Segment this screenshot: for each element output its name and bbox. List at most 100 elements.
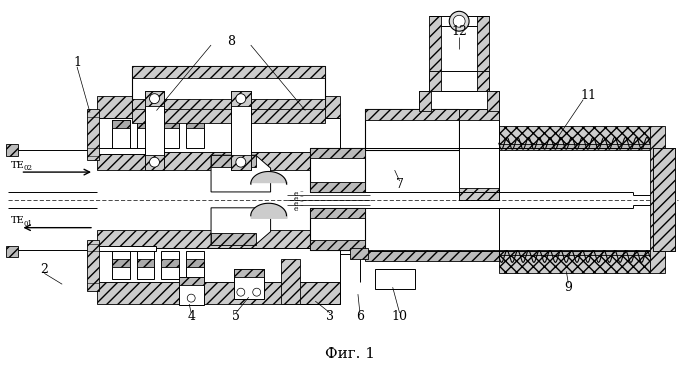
Text: 10: 10 — [391, 311, 408, 323]
Bar — [487, 91, 499, 110]
Bar — [231, 91, 251, 106]
Bar — [145, 91, 164, 106]
Text: 4: 4 — [187, 311, 195, 323]
Text: e: e — [294, 195, 298, 203]
Circle shape — [453, 15, 465, 27]
Bar — [161, 120, 180, 128]
Text: 3: 3 — [326, 311, 334, 323]
Bar — [280, 259, 301, 304]
Bar — [6, 245, 17, 258]
Text: 9: 9 — [564, 281, 572, 294]
Bar — [459, 109, 499, 120]
Polygon shape — [211, 208, 271, 245]
Bar — [429, 71, 489, 91]
Bar — [234, 269, 264, 299]
Bar — [459, 188, 499, 200]
Text: TE: TE — [10, 216, 24, 225]
Bar — [350, 248, 368, 259]
Bar — [97, 245, 157, 251]
Bar — [145, 155, 164, 170]
Bar — [97, 248, 340, 282]
Bar — [499, 255, 649, 273]
Text: e: e — [294, 190, 298, 198]
Bar — [653, 148, 675, 251]
Text: Фиг. 1: Фиг. 1 — [325, 347, 375, 361]
Circle shape — [150, 157, 159, 167]
Text: e: e — [294, 205, 298, 213]
Bar — [97, 282, 340, 304]
Bar — [131, 99, 325, 110]
Bar — [429, 16, 441, 71]
Text: 02: 02 — [24, 164, 32, 172]
Bar — [180, 277, 204, 305]
Bar — [186, 251, 204, 279]
Bar — [136, 120, 154, 128]
Bar — [499, 127, 649, 144]
Circle shape — [253, 288, 261, 296]
Bar — [310, 148, 365, 192]
Bar — [310, 182, 365, 192]
Bar — [97, 96, 340, 117]
Bar — [112, 259, 130, 268]
Bar — [87, 109, 99, 160]
Text: 6: 6 — [356, 311, 364, 323]
Polygon shape — [211, 155, 271, 192]
Bar — [419, 91, 499, 110]
Bar — [429, 71, 441, 91]
Bar — [87, 240, 99, 291]
Text: ⁻: ⁻ — [299, 190, 303, 196]
Bar — [653, 148, 675, 251]
Bar — [365, 109, 459, 120]
Bar — [112, 120, 130, 128]
Text: 1: 1 — [73, 56, 81, 70]
Bar — [161, 120, 180, 148]
Circle shape — [150, 94, 159, 104]
Bar — [459, 109, 499, 200]
Text: ⁻: ⁻ — [299, 205, 303, 211]
Bar — [375, 269, 415, 289]
Bar — [419, 91, 431, 110]
Text: TE: TE — [10, 161, 24, 170]
Bar — [365, 109, 459, 150]
Text: 11: 11 — [580, 89, 596, 102]
Bar — [231, 91, 251, 170]
Bar — [234, 269, 264, 277]
Bar — [136, 259, 154, 268]
Bar — [131, 66, 325, 78]
Text: ⁻: ⁻ — [299, 200, 303, 206]
Text: 8: 8 — [227, 35, 235, 47]
Bar — [145, 91, 164, 170]
Bar — [6, 144, 17, 156]
Text: 5: 5 — [232, 311, 240, 323]
Circle shape — [236, 94, 246, 104]
Circle shape — [449, 11, 469, 31]
Bar — [97, 152, 340, 170]
Bar — [231, 155, 251, 170]
Bar — [310, 208, 365, 250]
Bar — [131, 66, 325, 110]
Text: 2: 2 — [41, 263, 48, 276]
Bar — [97, 148, 157, 154]
Bar — [186, 120, 204, 148]
Bar — [180, 277, 204, 285]
Bar — [136, 120, 154, 148]
Text: 7: 7 — [396, 178, 403, 191]
Text: ⁻: ⁻ — [299, 195, 303, 201]
Bar — [310, 208, 365, 218]
Bar — [136, 251, 154, 279]
Bar — [97, 117, 340, 152]
Bar — [649, 127, 665, 273]
Circle shape — [187, 294, 195, 302]
Circle shape — [236, 157, 246, 167]
Bar — [211, 233, 256, 245]
Bar — [211, 155, 256, 167]
Bar — [365, 138, 663, 150]
Bar — [131, 109, 325, 123]
Bar — [477, 71, 489, 91]
Circle shape — [237, 288, 245, 296]
Bar — [365, 250, 663, 261]
Bar — [97, 230, 340, 248]
Bar — [186, 120, 204, 128]
Text: e: e — [294, 200, 298, 208]
Bar — [310, 240, 365, 250]
